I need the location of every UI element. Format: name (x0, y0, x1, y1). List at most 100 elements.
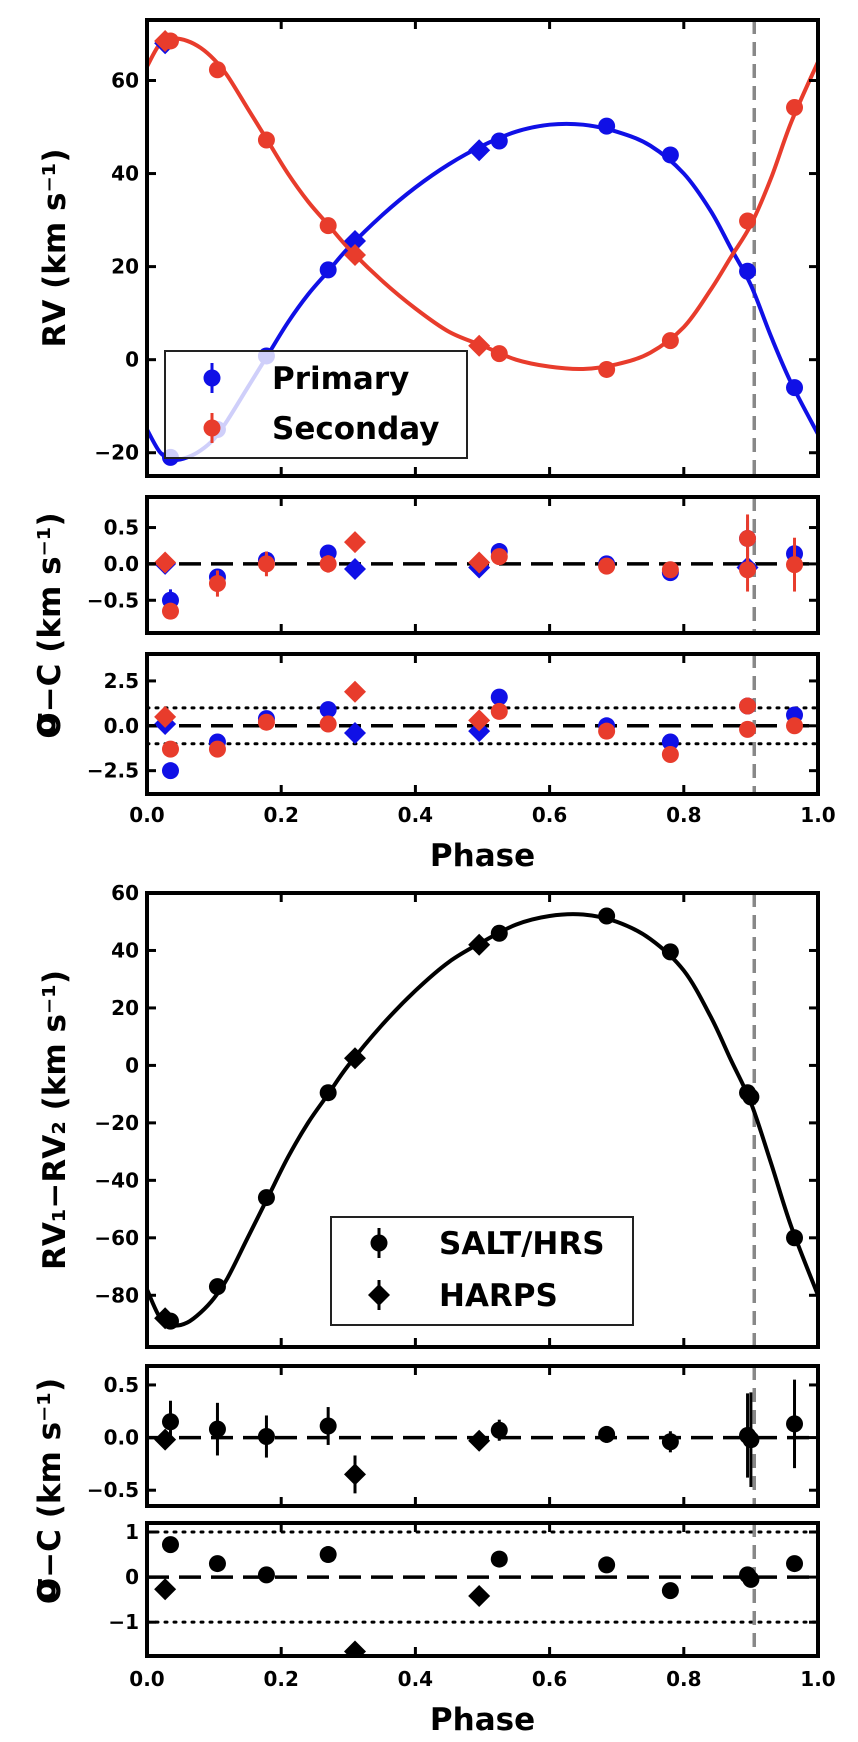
y-tick-label: 0.0 (104, 714, 139, 738)
data-point (739, 212, 757, 230)
x-tick-label: 0.0 (129, 1667, 164, 1691)
panel-frame (145, 891, 820, 1349)
legend-marker (203, 419, 221, 437)
x-tick-label: 0.0 (129, 803, 164, 827)
data-point (344, 1640, 367, 1656)
data-point (344, 1047, 367, 1070)
data-point (319, 1084, 337, 1102)
legend-box (164, 350, 468, 459)
panel-oc_sigma: −2.5 0.0 2.5 σ (27, 652, 820, 796)
data-point (468, 139, 491, 162)
data-point (257, 713, 275, 731)
model-curve (147, 912, 818, 1328)
data-point (739, 262, 757, 280)
data-point (468, 334, 491, 357)
y-axis-label: RV (km s⁻¹) (37, 148, 73, 347)
data-point (661, 332, 679, 350)
data-point (257, 131, 275, 149)
data-point (786, 98, 804, 116)
chart-2: −80 −60 −40 −20 0 20 40 60 RV₁−RV₂ (km s⁻¹) SALT/… (27, 881, 836, 1738)
legend-marker (370, 1234, 388, 1252)
data-point (161, 602, 179, 620)
data-point (598, 1556, 616, 1574)
data-point (786, 1229, 804, 1247)
panel-oc_kms_diff: −0.5 0.0 0.5 (87, 1364, 820, 1508)
panel-rv: −20 0 20 40 60 RV (km s⁻¹) Primary Seconday (37, 18, 820, 478)
data-point (661, 146, 679, 164)
data-point (154, 1578, 177, 1601)
data-point (742, 1431, 760, 1449)
data-point (490, 688, 508, 706)
data-point (661, 746, 679, 764)
data-point (598, 117, 616, 135)
x-tick-label: 0.6 (532, 1667, 567, 1691)
data-point (208, 1420, 226, 1438)
x-tick-label: 0.2 (263, 1667, 298, 1691)
x-tick-label: 0.8 (666, 1667, 701, 1691)
data-point (598, 722, 616, 740)
data-point (154, 29, 177, 52)
x-tick-label: 1.0 (800, 803, 835, 827)
data-point (739, 561, 757, 579)
data-point (786, 379, 804, 397)
data-point (468, 709, 491, 732)
y-tick-label: 20 (111, 996, 139, 1020)
series-secondary-harps- (154, 531, 491, 574)
y-tick-label: 0 (125, 1053, 139, 1077)
legend: SALT/HRS HARPS (330, 1216, 634, 1326)
panel-frame (145, 652, 820, 796)
y-tick-label: 0 (125, 1565, 139, 1589)
data-point (257, 1566, 275, 1584)
data-point (319, 715, 337, 733)
data-point (161, 1536, 179, 1554)
x-axis-label: Phase (430, 1702, 535, 1738)
legend-marker (368, 1284, 390, 1306)
x-tick-label: 0.6 (532, 803, 567, 827)
data-point (786, 1415, 804, 1433)
oc-axis-label: O−C (km s⁻¹) (32, 512, 68, 738)
data-point (344, 230, 367, 253)
data-point (344, 243, 367, 266)
y-tick-label: 0.5 (104, 516, 139, 540)
chart-1: −20 0 20 40 60 RV (km s⁻¹) Primary Seconday −0.5… (27, 18, 836, 874)
data-point (490, 132, 508, 150)
data-point (742, 1088, 760, 1106)
data-point (344, 531, 367, 554)
data-point (661, 733, 679, 751)
data-point (154, 705, 177, 728)
y-tick-label: −2.5 (87, 759, 139, 783)
data-point (154, 1307, 177, 1330)
y-tick-label: 60 (111, 881, 139, 905)
series-secondary (161, 537, 804, 620)
x-tick-label: 1.0 (800, 1667, 835, 1691)
y-tick-label: −20 (94, 1111, 139, 1135)
series-secondary-extra (739, 697, 757, 715)
series-secondary-extra (739, 514, 757, 563)
data-point (257, 1428, 275, 1446)
series-secondary-harps- (154, 680, 491, 732)
series-seconday-harps- (154, 29, 491, 357)
y-tick-label: −20 (94, 441, 139, 465)
data-point (208, 1278, 226, 1296)
series-harps (154, 1428, 491, 1494)
y-axis-label: σ (27, 1577, 63, 1601)
data-point (319, 701, 337, 719)
y-tick-label: 0 (125, 348, 139, 372)
y-tick-label: 60 (111, 68, 139, 92)
y-tick-label: 0.0 (104, 552, 139, 576)
panel-rv_diff: −80 −60 −40 −20 0 20 40 60 RV₁−RV₂ (km s⁻¹) SALT/… (37, 881, 820, 1349)
data-point (490, 924, 508, 942)
series-salt-hrs (161, 1536, 804, 1600)
legend: Primary Seconday (164, 350, 468, 459)
data-point (490, 702, 508, 720)
data-point (742, 1570, 760, 1588)
legend-label: Primary (272, 361, 409, 397)
panel-oc_sigma_diff: −1 0 1 σ (27, 1520, 820, 1658)
data-point (319, 555, 337, 573)
x-tick-label: 0.8 (666, 803, 701, 827)
x-axis-label: Phase (430, 838, 535, 874)
x-tick-label: 0.4 (398, 803, 433, 827)
y-axis-label: RV₁−RV₂ (km s⁻¹) (37, 970, 73, 1270)
data-point (257, 1189, 275, 1207)
data-point (739, 720, 757, 738)
